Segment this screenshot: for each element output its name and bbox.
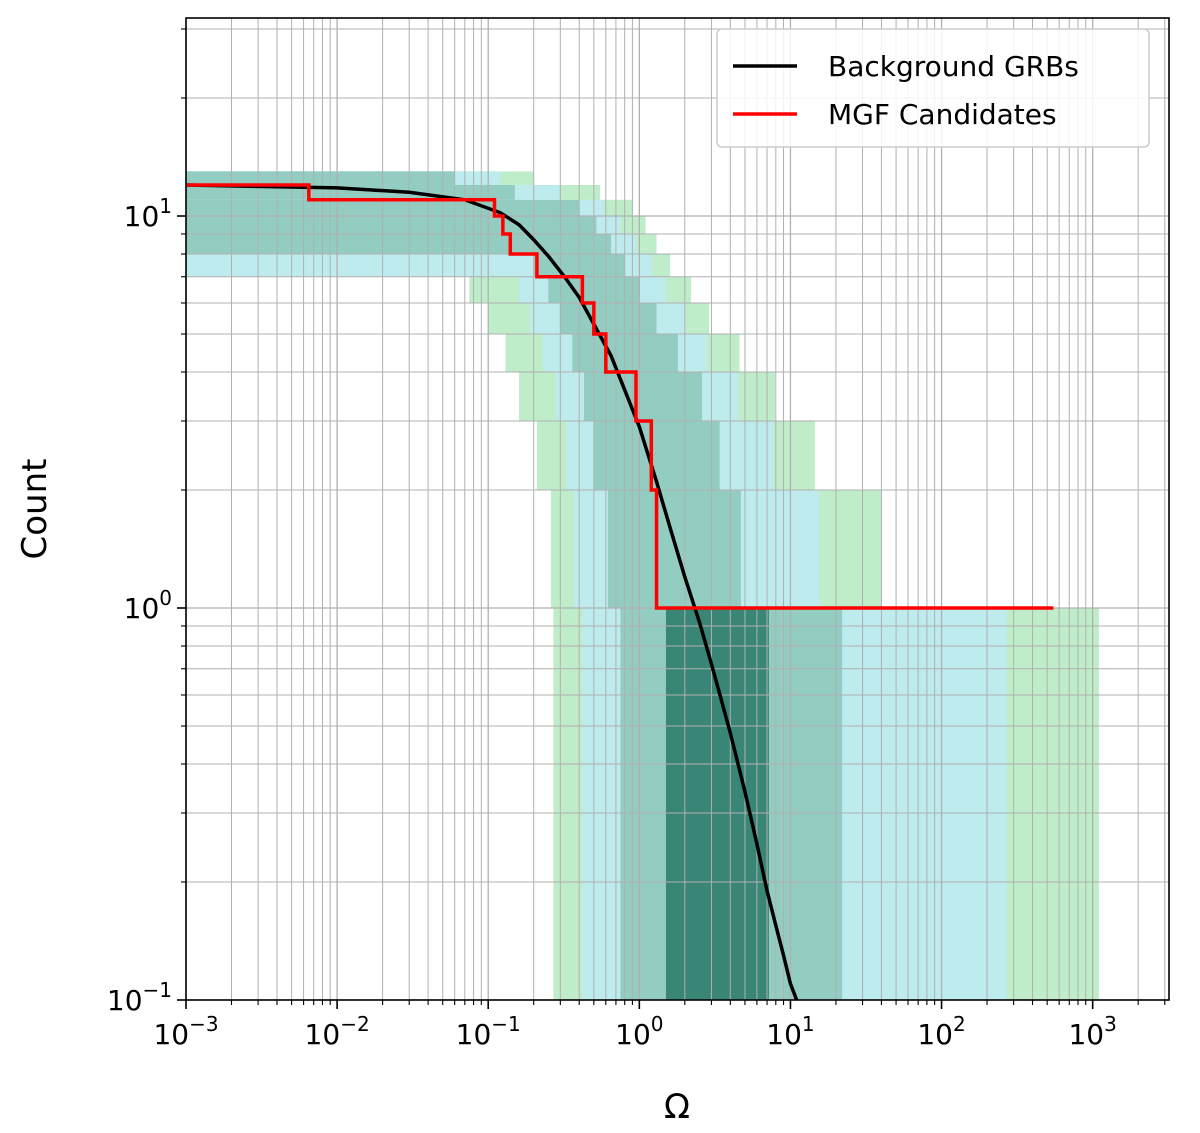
x-tick-label: 10−3 — [153, 1012, 218, 1051]
band-row-8-level-2 — [186, 233, 612, 255]
legend-label-background-grbs: Background GRBs — [828, 50, 1079, 83]
axis-ticks — [177, 28, 1166, 1009]
band-row-5-level-2 — [560, 302, 657, 335]
band-row-1-level-2 — [607, 490, 741, 609]
x-tick-label: 101 — [766, 1012, 814, 1051]
y-tick-label: 100 — [124, 586, 172, 625]
x-tick-label: 103 — [1068, 1012, 1116, 1051]
x-tick-label: 102 — [917, 1012, 965, 1051]
legend: Background GRBs MGF Candidates — [716, 28, 1150, 148]
grid — [186, 18, 1169, 1000]
series-lines — [186, 183, 1054, 1000]
band-row-3-level-2 — [583, 372, 703, 421]
y-tick-label: 101 — [124, 194, 172, 233]
band-row-9-level-2 — [186, 216, 597, 234]
y-axis-title: Count — [15, 459, 55, 560]
band-row-0-level-1 — [665, 608, 769, 1000]
series-line-mgf-candidates — [186, 183, 1054, 610]
legend-label-mgf-candidates: MGF Candidates — [828, 98, 1057, 131]
tick-labels: 10−3 10−2 10−1 100 101 102 103 10−1 100 101 — [107, 194, 1117, 1051]
x-tick-label: 10−1 — [456, 1012, 521, 1051]
x-axis-title: Ω — [664, 1087, 690, 1127]
legend-box — [716, 28, 1150, 148]
y-tick-label: 10−1 — [107, 978, 172, 1017]
band-row-12-level-2 — [186, 171, 455, 185]
series-line-background-grbs — [186, 183, 799, 1000]
plot-frame — [185, 17, 1170, 1001]
x-tick-label: 100 — [615, 1012, 663, 1051]
x-tick-label: 10−2 — [305, 1012, 370, 1051]
